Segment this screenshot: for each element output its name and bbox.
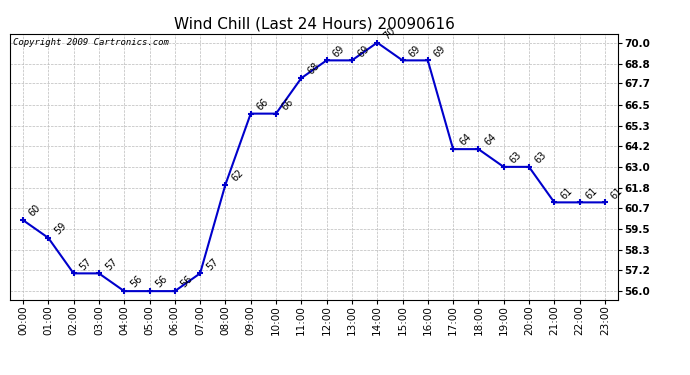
Text: 61: 61 bbox=[584, 185, 600, 201]
Text: 62: 62 bbox=[230, 167, 246, 183]
Text: 59: 59 bbox=[52, 220, 68, 237]
Text: 63: 63 bbox=[533, 150, 549, 165]
Text: 64: 64 bbox=[482, 132, 498, 148]
Text: 57: 57 bbox=[78, 256, 94, 272]
Text: 69: 69 bbox=[356, 43, 372, 59]
Text: 68: 68 bbox=[306, 61, 322, 77]
Text: 64: 64 bbox=[457, 132, 473, 148]
Text: 57: 57 bbox=[103, 256, 119, 272]
Text: Copyright 2009 Cartronics.com: Copyright 2009 Cartronics.com bbox=[13, 38, 169, 47]
Title: Wind Chill (Last 24 Hours) 20090616: Wind Chill (Last 24 Hours) 20090616 bbox=[173, 16, 455, 31]
Text: 69: 69 bbox=[331, 43, 346, 59]
Text: 69: 69 bbox=[432, 43, 448, 59]
Text: 57: 57 bbox=[204, 256, 220, 272]
Text: 61: 61 bbox=[609, 185, 625, 201]
Text: 56: 56 bbox=[154, 274, 170, 290]
Text: 70: 70 bbox=[382, 26, 397, 41]
Text: 56: 56 bbox=[128, 274, 144, 290]
Text: 60: 60 bbox=[27, 203, 43, 219]
Text: 63: 63 bbox=[508, 150, 524, 165]
Text: 66: 66 bbox=[280, 96, 296, 112]
Text: 61: 61 bbox=[558, 185, 574, 201]
Text: 56: 56 bbox=[179, 274, 195, 290]
Text: 66: 66 bbox=[255, 96, 270, 112]
Text: 69: 69 bbox=[406, 43, 422, 59]
